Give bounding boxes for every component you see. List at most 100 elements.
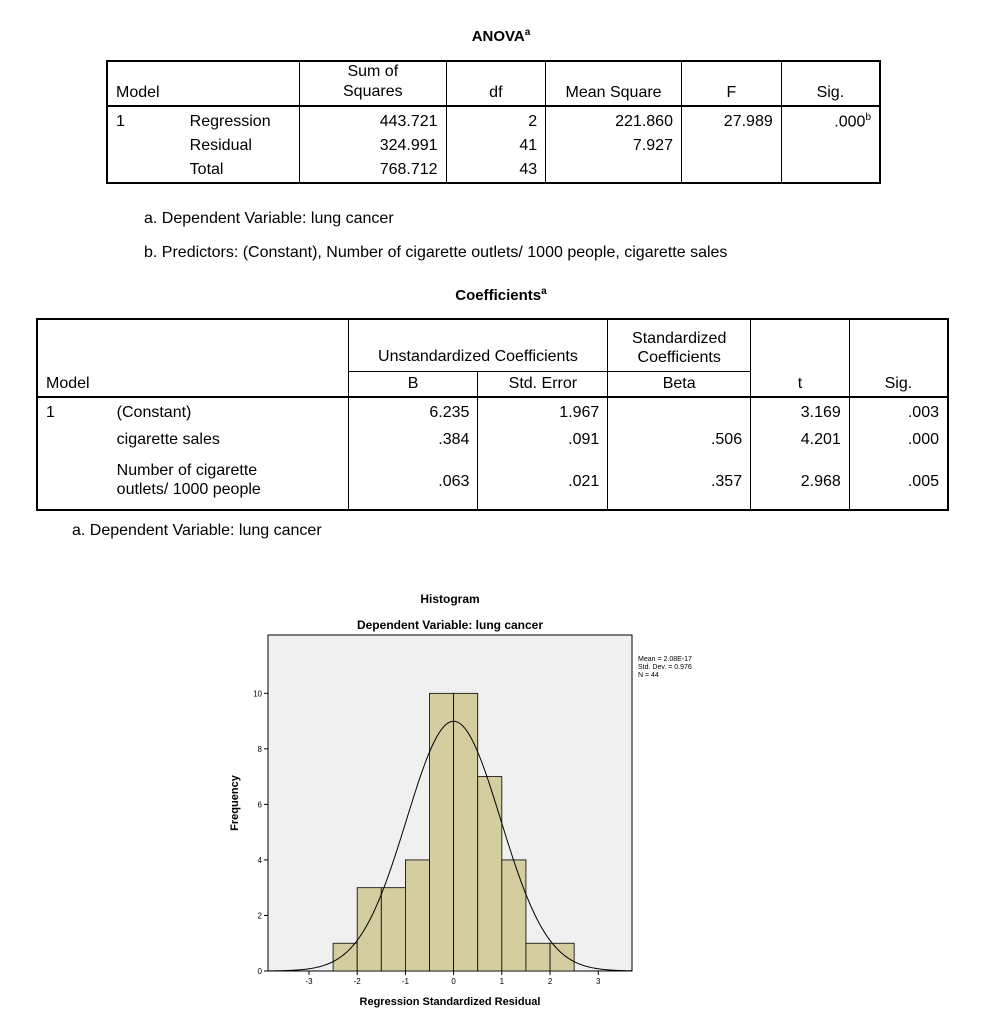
- anova-cell-ms: 221.860: [545, 106, 682, 134]
- histogram-bar: [356, 887, 382, 972]
- x-tick-label: 1: [500, 977, 505, 986]
- coefficients-header-std: Standardized Coefficients: [607, 319, 752, 372]
- coefficients-cell-beta: .506: [607, 425, 752, 455]
- coefficients-cell-b: .384: [348, 425, 479, 455]
- chart-subtitle: Dependent Variable: lung cancer: [357, 618, 543, 632]
- coefficients-title: Coefficientsa: [0, 286, 1002, 304]
- anova-cell-ss: 324.991: [299, 134, 447, 158]
- coefficients-header-b: B: [348, 371, 479, 398]
- x-axis-label: Regression Standardized Residual: [360, 996, 541, 1008]
- anova-row-total: Total 768.712 43: [107, 158, 880, 183]
- anova-cell-f: 27.989: [681, 106, 782, 134]
- histogram-bar: [380, 887, 406, 972]
- x-tick-label: -2: [354, 977, 362, 986]
- coefficients-cell-b: .063: [348, 455, 479, 510]
- anova-cell-df: 41: [446, 134, 547, 158]
- y-tick-label: 0: [258, 967, 263, 976]
- anova-cell-sig: [781, 158, 880, 183]
- anova-header-ms: Mean Square: [545, 61, 682, 107]
- stats-line: Std. Dev. = 0.976: [638, 664, 692, 671]
- y-tick-label: 2: [258, 911, 263, 920]
- anova-title: ANOVAa: [0, 27, 1002, 45]
- anova-row-label: Regression: [181, 106, 301, 134]
- coefficients-row-label-line2: outlets/ 1000 people: [116, 481, 261, 498]
- x-tick-label: 2: [548, 977, 553, 986]
- coefficients-header-unstd: Unstandardized Coefficients: [348, 319, 609, 372]
- coefficients-cell-se: .091: [477, 425, 609, 455]
- coefficients-header-se: Std. Error: [477, 371, 609, 398]
- coefficients-header-row-1: Model Unstandardized Coefficients Standa…: [37, 319, 948, 398]
- coefficients-cell-sig: .000: [907, 431, 939, 448]
- coefficients-header-t: t: [750, 319, 850, 398]
- anova-row-label: Residual: [181, 134, 301, 158]
- histogram-bar: [501, 859, 527, 972]
- coefficients-row-label: (Constant): [108, 397, 349, 425]
- anova-header-ss-line2: Squares: [343, 83, 403, 100]
- coefficients-cell-sig: .003: [907, 404, 939, 421]
- y-axis-label: Frequency: [229, 774, 241, 831]
- coefficients-cell-t: 3.169: [750, 397, 850, 425]
- anova-cell-ss: 443.721: [299, 106, 447, 134]
- coefficients-cell-beta: [607, 397, 752, 425]
- anova-header-df: df: [446, 61, 547, 107]
- y-tick-label: 8: [258, 745, 263, 754]
- y-tick-label: 10: [253, 689, 262, 698]
- coefficients-header-row-2: B Std. Error Beta: [37, 371, 948, 398]
- anova-table: Model Sum of Squares df Mean Square F Sig…: [106, 60, 881, 184]
- stats-line: N = 44: [638, 672, 659, 679]
- anova-sig-value: .000: [834, 113, 866, 131]
- coefficients-row-cigarette-sales: cigarette sales .384 .091 .506 4.201 .00…: [37, 425, 948, 455]
- anova-cell-df: 2: [446, 106, 547, 134]
- coefficients-header-model: Model: [37, 319, 349, 398]
- anova-footnote-a: a. Dependent Variable: lung cancer: [144, 210, 394, 227]
- anova-cell-f: [681, 158, 782, 183]
- coefficients-cell-beta: .357: [607, 455, 752, 510]
- coefficients-cell-t: 4.201: [750, 425, 850, 455]
- coefficients-cell-t: 2.968: [750, 455, 850, 510]
- coefficients-model-number: 1: [46, 404, 55, 421]
- anova-header-f: F: [681, 61, 782, 107]
- coefficients-header-sig: Sig.: [849, 319, 948, 398]
- anova-title-text: ANOVA: [471, 28, 525, 45]
- anova-row-label: Total: [181, 158, 301, 183]
- coefficients-row-label: Number of cigarette outlets/ 1000 people: [108, 455, 349, 510]
- coefficients-title-text: Coefficients: [455, 287, 542, 304]
- coefficients-cell-b: 6.235: [348, 397, 479, 425]
- anova-header-ss-line1: Sum of: [347, 63, 399, 80]
- histogram-bar: [549, 942, 575, 972]
- anova-cell-f: [681, 134, 782, 158]
- anova-model-number: 1: [116, 113, 125, 130]
- coefficients-row-constant: 1 (Constant) 6.235 1.967 3.169 .003: [37, 397, 948, 425]
- anova-cell-sig: [781, 134, 880, 158]
- anova-footnote-b: b. Predictors: (Constant), Number of cig…: [144, 244, 728, 261]
- histogram-chart: Histogram Dependent Variable: lung cancer…: [229, 592, 692, 1008]
- histogram-bar: [453, 692, 479, 972]
- anova-cell-ss: 768.712: [299, 158, 447, 183]
- anova-row-regression: 1 Regression 443.721 2 221.860 27.989 .0…: [107, 106, 880, 134]
- stats-line: Mean = 2.08E-17: [638, 656, 692, 663]
- normal-curve: [267, 720, 633, 972]
- anova-cell-df: 43: [446, 158, 547, 183]
- histogram-bar: [405, 859, 430, 972]
- anova-title-sup: a: [524, 27, 531, 38]
- histogram-bar: [429, 692, 455, 972]
- coefficients-row-label-line1: Number of cigarette: [116, 462, 258, 479]
- coefficients-cell-se: 1.967: [477, 397, 609, 425]
- anova-header-model: Model: [107, 61, 301, 107]
- x-tick-label: 3: [596, 977, 601, 986]
- anova-header-ss: Sum of Squares: [299, 61, 447, 107]
- anova-cell-ms: [545, 158, 682, 183]
- x-tick-label: 0: [451, 977, 456, 986]
- y-tick-label: 6: [258, 800, 263, 809]
- x-tick-label: -3: [305, 977, 313, 986]
- anova-header-sig: Sig.: [781, 61, 880, 107]
- anova-row-residual: Residual 324.991 41 7.927: [107, 134, 880, 158]
- coefficients-row-label: cigarette sales: [108, 425, 349, 455]
- coefficients-cell-se: .021: [477, 455, 609, 510]
- histogram-bar: [525, 942, 551, 972]
- histogram-bar: [332, 942, 358, 972]
- anova-cell-sig: .000b: [781, 106, 880, 134]
- coefficients-table: Model Unstandardized Coefficients Standa…: [36, 318, 949, 511]
- coefficients-header-beta: Beta: [607, 371, 752, 398]
- chart-title: Histogram: [420, 592, 479, 606]
